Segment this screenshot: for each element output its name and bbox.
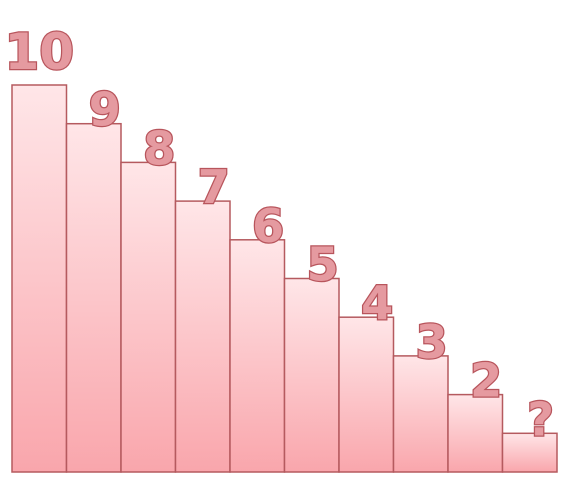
data-label-5: 6	[252, 199, 284, 253]
bar-6	[283, 277, 340, 473]
bar-3	[120, 161, 177, 473]
data-label-7: 4	[361, 276, 393, 330]
bar-9	[447, 393, 504, 473]
data-label-8: 3	[416, 315, 448, 369]
bar-1	[11, 84, 68, 473]
data-label-2: 9	[89, 83, 121, 137]
data-label-10: ?	[527, 392, 554, 446]
bar-8	[392, 355, 449, 473]
data-label-1: 10	[5, 23, 75, 81]
bar-2	[65, 122, 122, 473]
bar-7	[338, 316, 395, 473]
data-label-9: 2	[470, 354, 502, 408]
bars-group	[11, 84, 558, 473]
data-label-3: 8	[143, 121, 175, 175]
data-label-6: 5	[307, 238, 339, 292]
data-label-4: 7	[198, 160, 230, 214]
bar-4	[174, 200, 231, 473]
bar-10	[501, 432, 558, 473]
bar-5	[229, 239, 286, 473]
